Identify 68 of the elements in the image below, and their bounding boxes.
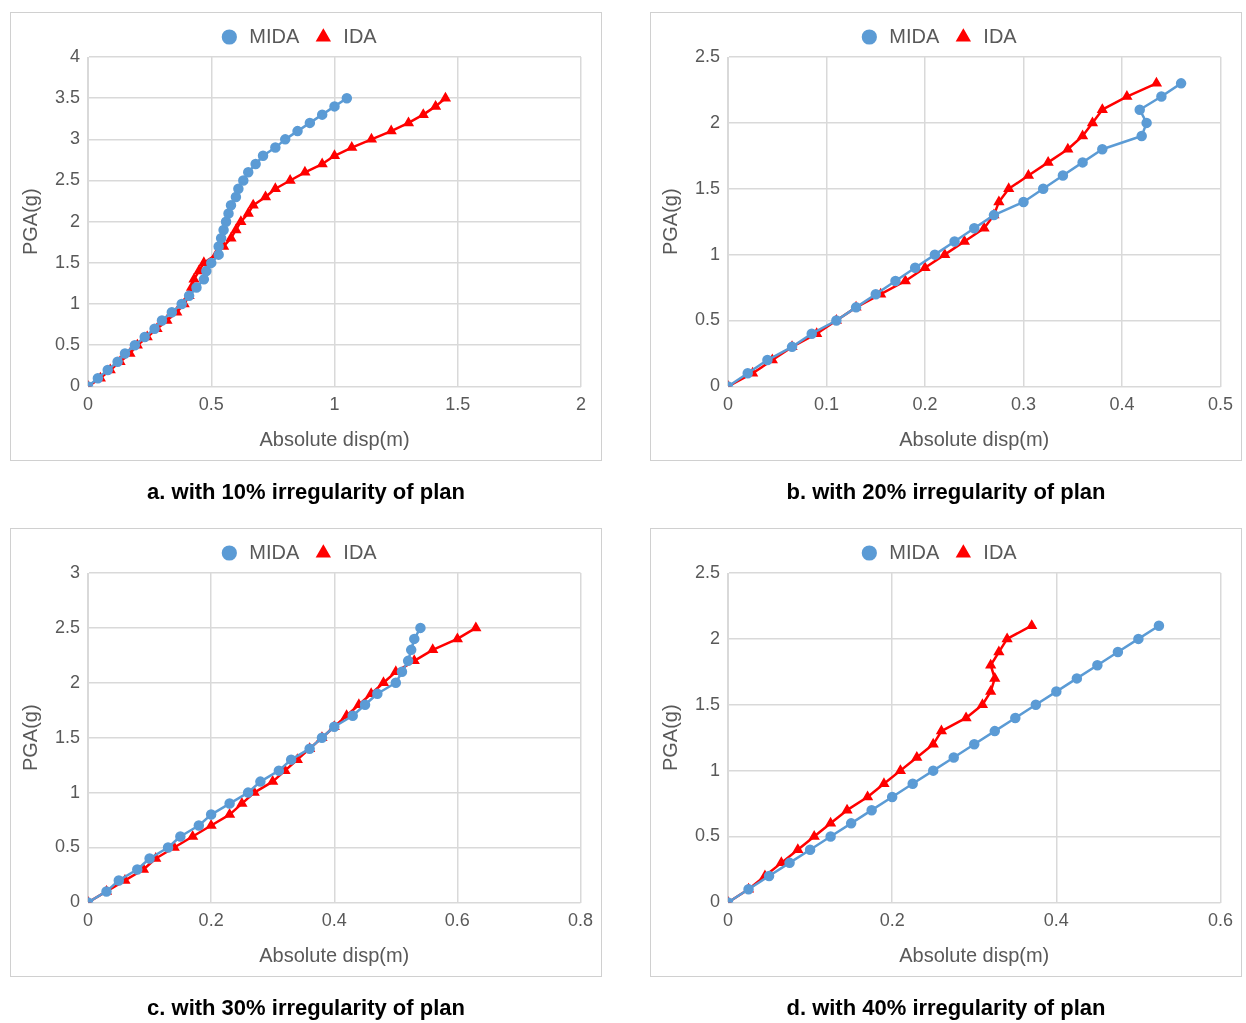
x-tick-label: 0.4 [1109, 394, 1135, 415]
y-tick-label: 2.5 [54, 169, 81, 190]
y-tick-label: 2 [70, 210, 81, 231]
y-tick-label: 2 [710, 627, 721, 648]
y-tick-label: 3 [70, 561, 81, 582]
x-tick-label: 1.5 [445, 394, 471, 415]
y-tick-label: 1.5 [54, 726, 81, 747]
y-tick-label: 0 [710, 891, 721, 912]
x-tick-label: 0 [723, 394, 734, 415]
legend-label: MIDA [249, 540, 300, 563]
y-tick-label: 3.5 [54, 87, 81, 108]
x-tick-label: 0.2 [912, 394, 938, 415]
x-tick-label: 0.5 [1207, 394, 1233, 415]
x-tick-label: 2 [575, 394, 587, 415]
legend-label: MIDA [889, 540, 940, 563]
x-tick-label: 0.2 [198, 910, 224, 931]
x-tick-label: 0.2 [879, 910, 905, 931]
x-tick-label: 0 [723, 910, 734, 931]
y-tick-label: 1 [710, 759, 721, 780]
y-tick-label: 0.5 [54, 836, 81, 857]
text: d. with 40% irregularity of plan [785, 995, 1107, 1021]
y-axis-title: PGA(g) [18, 188, 41, 256]
x-axis-title: Absolute disp(m) [259, 943, 410, 966]
y-tick-label: 2.5 [694, 561, 721, 582]
x-tick-label: 0.1 [814, 394, 840, 415]
legend-label: IDA [343, 24, 378, 47]
x-axis-title: Absolute disp(m) [899, 427, 1050, 450]
y-tick-label: 1.5 [694, 693, 721, 714]
legend-label: IDA [983, 540, 1018, 563]
y-tick-label: 2 [710, 111, 721, 132]
y-tick-label: 0 [70, 891, 81, 912]
y-tick-label: 0.5 [694, 309, 721, 330]
legend-label: MIDA [889, 24, 940, 47]
x-tick-label: 0.3 [1010, 394, 1037, 415]
x-tick-label: 0.8 [567, 910, 593, 931]
y-tick-label: 3 [70, 128, 81, 149]
y-tick-label: 1 [70, 293, 81, 314]
text: a. with 10% irregularity of plan [146, 479, 466, 505]
x-axis-title: Absolute disp(m) [899, 943, 1050, 966]
y-tick-label: 2.5 [694, 45, 721, 66]
x-tick-label: 0.4 [321, 910, 347, 931]
y-tick-label: 4 [70, 45, 81, 66]
y-tick-label: 1 [710, 243, 721, 264]
y-tick-label: 2 [70, 671, 81, 692]
y-tick-label: 1 [70, 781, 81, 802]
y-axis-title: PGA(g) [658, 704, 681, 772]
y-tick-label: 0.5 [694, 825, 721, 846]
legend-label: MIDA [249, 24, 300, 47]
y-tick-label: 2.5 [54, 616, 81, 637]
x-tick-label: 0.5 [198, 394, 224, 415]
x-tick-label: 0 [83, 910, 94, 931]
y-tick-label: 0 [70, 375, 81, 396]
x-tick-label: 0.6 [444, 910, 470, 931]
text: c. with 30% irregularity of plan [146, 995, 466, 1021]
y-tick-label: 0 [710, 375, 721, 396]
x-tick-label: 0 [83, 394, 94, 415]
legend-label: IDA [983, 24, 1018, 47]
y-tick-label: 1.5 [694, 177, 721, 198]
legend-label: IDA [343, 540, 378, 563]
text: b. with 20% irregularity of plan [785, 479, 1107, 505]
y-tick-label: 0.5 [54, 334, 81, 355]
y-axis-title: PGA(g) [18, 704, 41, 772]
x-axis-title: Absolute disp(m) [259, 427, 410, 450]
x-tick-label: 0.4 [1043, 910, 1069, 931]
y-tick-label: 1.5 [54, 251, 81, 272]
y-axis-title: PGA(g) [658, 188, 681, 256]
x-tick-label: 0.6 [1207, 910, 1233, 931]
x-tick-label: 1 [329, 394, 340, 415]
